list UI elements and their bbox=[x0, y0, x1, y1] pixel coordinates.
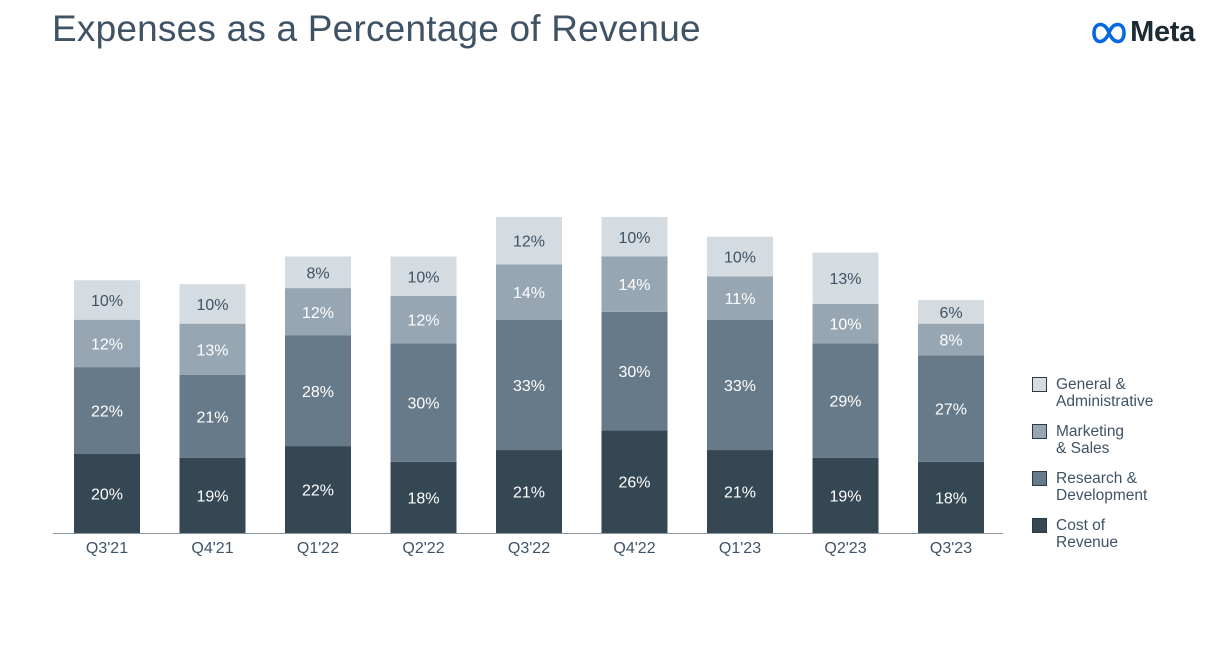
data-label: 10% bbox=[91, 293, 123, 310]
data-label: 22% bbox=[91, 404, 123, 421]
x-tick-label: Q2'23 bbox=[824, 540, 866, 557]
bar-segment-Q4'22-0 bbox=[601, 430, 668, 533]
bar-segment-Q4'21-3 bbox=[179, 284, 246, 324]
x-tick-label: Q4'22 bbox=[613, 540, 655, 557]
bar-segment-Q1'23-2 bbox=[707, 276, 773, 320]
bar-segment-Q4'21-2 bbox=[179, 323, 246, 375]
data-label: 10% bbox=[196, 297, 228, 314]
bar-segment-Q3'23-2 bbox=[918, 323, 984, 356]
data-label: 14% bbox=[513, 285, 545, 302]
page-title: Expenses as a Percentage of Revenue bbox=[52, 8, 701, 49]
data-label: 12% bbox=[513, 234, 545, 251]
data-label: 8% bbox=[939, 332, 962, 349]
data-label: 21% bbox=[196, 409, 228, 426]
bar-segment-Q3'22-3 bbox=[496, 217, 562, 265]
data-label: 27% bbox=[935, 402, 967, 419]
meta-logo: Meta bbox=[1091, 16, 1195, 49]
bar-segment-Q1'22-2 bbox=[285, 288, 351, 336]
bar-segment-Q3'23-1 bbox=[918, 355, 984, 462]
data-label: 21% bbox=[724, 485, 756, 502]
bar-segment-Q3'21-1 bbox=[74, 367, 140, 454]
x-tick-label: Q3'23 bbox=[930, 540, 972, 557]
legend-label: Marketing & Sales bbox=[1056, 423, 1125, 457]
data-label: 28% bbox=[302, 384, 334, 401]
legend-label: Cost of Revenue bbox=[1056, 517, 1119, 551]
bar-segment-Q4'21-1 bbox=[179, 375, 246, 458]
bar-segment-Q2'22-0 bbox=[390, 461, 457, 533]
data-label: 33% bbox=[513, 378, 545, 395]
data-label: 21% bbox=[513, 485, 545, 502]
data-label: 6% bbox=[939, 305, 962, 322]
bar-segment-Q4'22-1 bbox=[601, 311, 668, 431]
meta-infinity-icon bbox=[1092, 22, 1126, 43]
bar-segment-Q3'21-3 bbox=[74, 280, 140, 320]
data-label: 18% bbox=[935, 490, 967, 507]
data-label: 12% bbox=[302, 305, 334, 322]
bar-segment-Q2'23-2 bbox=[812, 303, 879, 344]
bar-segment-Q1'22-1 bbox=[285, 335, 351, 447]
bar-segment-Q2'23-3 bbox=[812, 252, 879, 304]
data-label: 10% bbox=[618, 230, 650, 247]
legend-swatch bbox=[1032, 377, 1047, 392]
bar-segment-Q1'23-0 bbox=[707, 450, 773, 533]
data-label: 22% bbox=[302, 483, 334, 500]
legend-label: Research & Development bbox=[1056, 470, 1148, 504]
bar-segment-Q3'22-0 bbox=[496, 450, 562, 533]
x-tick-label: Q3'21 bbox=[86, 540, 128, 557]
bar-segment-Q1'22-3 bbox=[285, 256, 351, 289]
bar-segment-Q2'22-2 bbox=[390, 296, 457, 344]
bar-segment-Q1'22-0 bbox=[285, 446, 351, 533]
bar-segment-Q3'21-2 bbox=[74, 319, 140, 368]
legend-item: Research & Development bbox=[1032, 470, 1222, 504]
bar-segment-Q2'23-1 bbox=[812, 343, 879, 458]
x-tick-label: Q1'23 bbox=[719, 540, 761, 557]
data-label: 18% bbox=[407, 490, 439, 507]
data-label: 29% bbox=[829, 394, 861, 411]
bar-segment-Q3'23-0 bbox=[918, 461, 984, 533]
bar-segment-Q2'22-3 bbox=[390, 256, 457, 296]
legend-item: General & Administrative bbox=[1032, 376, 1222, 410]
bar-segment-Q3'22-1 bbox=[496, 319, 562, 451]
chart-legend: General & Administrative Marketing & Sale… bbox=[1032, 376, 1222, 564]
bar-segment-Q4'21-0 bbox=[179, 457, 246, 533]
x-tick-label: Q4'21 bbox=[191, 540, 233, 557]
bar-segment-Q4'22-3 bbox=[601, 217, 668, 257]
data-label: 13% bbox=[196, 342, 228, 359]
legend-item: Cost of Revenue bbox=[1032, 517, 1222, 551]
bar-segment-Q2'22-1 bbox=[390, 343, 457, 462]
data-label: 12% bbox=[91, 336, 123, 353]
bar-segment-Q1'23-1 bbox=[707, 319, 773, 451]
data-label: 30% bbox=[407, 396, 439, 413]
data-label: 19% bbox=[196, 488, 228, 505]
data-label: 11% bbox=[725, 291, 756, 308]
data-label: 26% bbox=[618, 475, 650, 492]
data-label: 13% bbox=[829, 271, 861, 288]
x-tick-label: Q3'22 bbox=[508, 540, 550, 557]
data-label: 10% bbox=[724, 250, 756, 267]
data-label: 8% bbox=[306, 265, 329, 282]
data-label: 10% bbox=[829, 317, 861, 334]
data-label: 10% bbox=[407, 269, 439, 286]
bar-segment-Q3'21-0 bbox=[74, 454, 140, 533]
bar-segment-Q4'22-2 bbox=[601, 256, 668, 312]
meta-logo-text: Meta bbox=[1130, 16, 1195, 48]
bar-segment-Q3'22-2 bbox=[496, 264, 562, 320]
legend-swatch bbox=[1032, 518, 1047, 533]
bar-segment-Q2'23-0 bbox=[812, 457, 879, 533]
data-label: 30% bbox=[618, 364, 650, 381]
data-label: 20% bbox=[91, 487, 123, 504]
data-label: 19% bbox=[829, 488, 861, 505]
x-tick-label: Q2'22 bbox=[402, 540, 444, 557]
bar-segment-Q1'23-3 bbox=[707, 236, 773, 277]
legend-swatch bbox=[1032, 424, 1047, 439]
legend-swatch bbox=[1032, 471, 1047, 486]
legend-item: Marketing & Sales bbox=[1032, 423, 1222, 457]
data-label: 12% bbox=[407, 313, 439, 330]
bar-segment-Q3'23-3 bbox=[918, 299, 984, 324]
data-label: 14% bbox=[618, 277, 650, 294]
legend-label: General & Administrative bbox=[1056, 376, 1154, 410]
x-tick-label: Q1'22 bbox=[297, 540, 339, 557]
data-label: 33% bbox=[724, 378, 756, 395]
